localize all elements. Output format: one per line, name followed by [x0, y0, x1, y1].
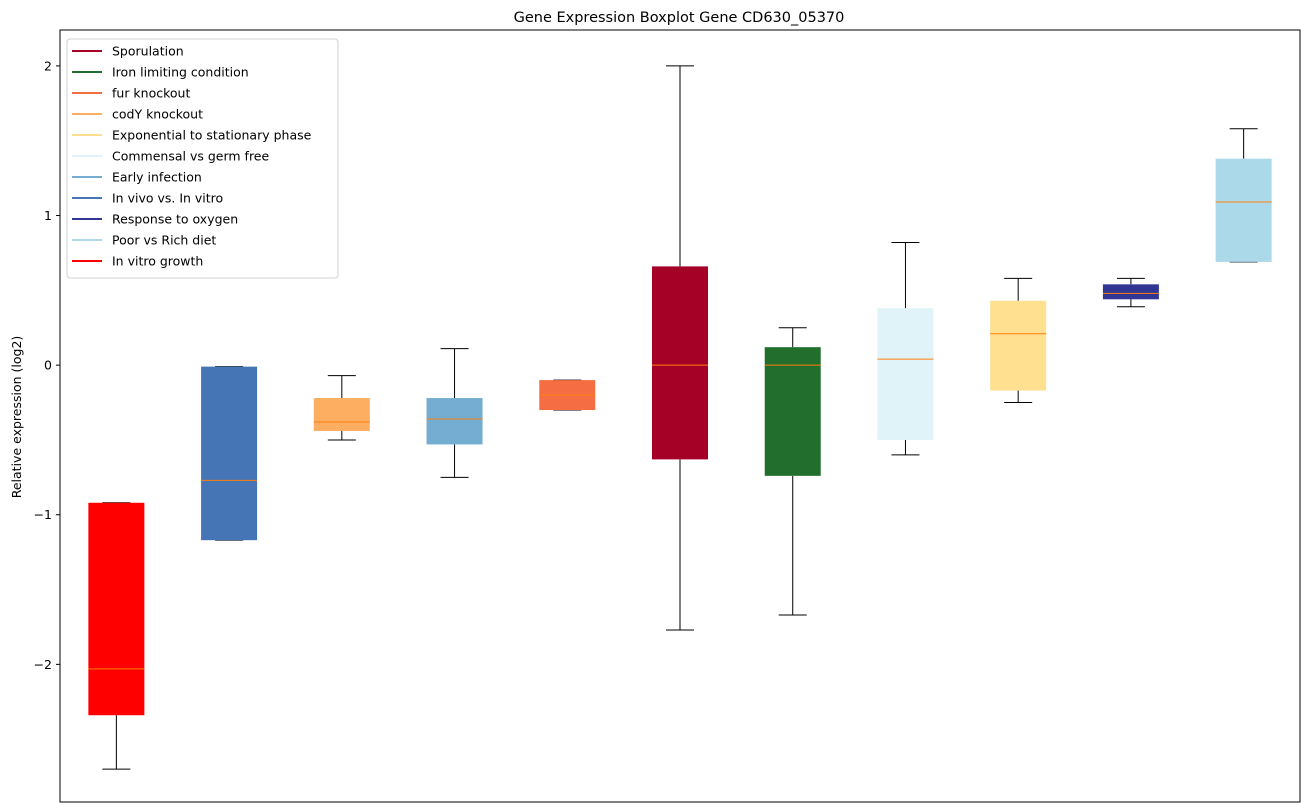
legend-entry: In vivo vs. In vitro — [72, 191, 223, 206]
legend-frame — [66, 38, 339, 279]
box-body — [1102, 284, 1159, 300]
legend-entry: Commensal vs germ free — [72, 149, 269, 164]
legend-label: Commensal vs germ free — [112, 149, 269, 164]
legend-entry: Exponential to stationary phase — [72, 128, 312, 143]
box-sporulation — [652, 65, 708, 631]
box-body — [764, 347, 821, 476]
plot-frame — [59, 29, 1301, 803]
box-in-vivo-vs-in-vitro — [201, 366, 258, 541]
chart-title: Gene Expression Boxplot Gene CD630_05370 — [514, 10, 845, 26]
legend-label: In vivo vs. In vitro — [112, 191, 223, 206]
box-fur-knockout — [539, 379, 596, 411]
legend-entry: In vitro growth — [72, 254, 203, 269]
box-body — [88, 502, 145, 716]
legend-label: Sporulation — [112, 44, 184, 59]
legend-label: Poor vs Rich diet — [112, 233, 216, 248]
box-body — [426, 398, 483, 445]
box-early-infection — [426, 348, 483, 478]
legend-entry: Early infection — [72, 170, 202, 185]
box-poor-vs-rich-diet — [1215, 128, 1272, 263]
y-axis: −2 −1 0 1 2 — [34, 29, 1301, 803]
legend-entry: Iron limiting condition — [72, 65, 249, 80]
legend-label: fur knockout — [112, 86, 190, 101]
boxes-layer — [88, 65, 1272, 770]
legend-entry: Sporulation — [72, 44, 184, 59]
legend-entry: Poor vs Rich diet — [72, 233, 216, 248]
box-body — [1215, 158, 1272, 262]
legend-label: Response to oxygen — [112, 212, 238, 227]
legend-entry: fur knockout — [72, 86, 190, 101]
box-exponential-to-stationary-phase — [990, 277, 1047, 404]
box-body — [877, 308, 934, 440]
y-tick-label: −2 — [34, 657, 52, 672]
legend-label: Exponential to stationary phase — [112, 128, 312, 143]
box-in-vitro-growth — [88, 502, 145, 770]
legend-entry: codY knockout — [72, 107, 203, 122]
box-response-to-oxygen — [1102, 277, 1159, 308]
box-body — [652, 266, 708, 460]
legend-entry: Response to oxygen — [72, 212, 238, 227]
legend-label: Early infection — [112, 170, 202, 185]
box-body — [313, 398, 370, 431]
box-commensal-vs-germ-free — [877, 241, 934, 456]
box-body — [990, 300, 1047, 391]
legend-label: Iron limiting condition — [112, 65, 249, 80]
legend-label: codY knockout — [112, 107, 203, 122]
y-tick-label: 1 — [44, 208, 52, 223]
y-axis-label: Relative expression (log2) — [9, 336, 24, 499]
box-cody-knockout — [313, 375, 370, 441]
box-body — [201, 366, 258, 541]
box-iron-limiting-condition — [764, 327, 821, 616]
legend: Sporulation Iron limiting condition fur kn… — [66, 38, 339, 279]
y-tick-label: −1 — [34, 507, 52, 522]
legend-label: In vitro growth — [112, 254, 203, 269]
y-tick-label: 2 — [44, 58, 52, 73]
y-tick-label: 0 — [44, 358, 52, 373]
